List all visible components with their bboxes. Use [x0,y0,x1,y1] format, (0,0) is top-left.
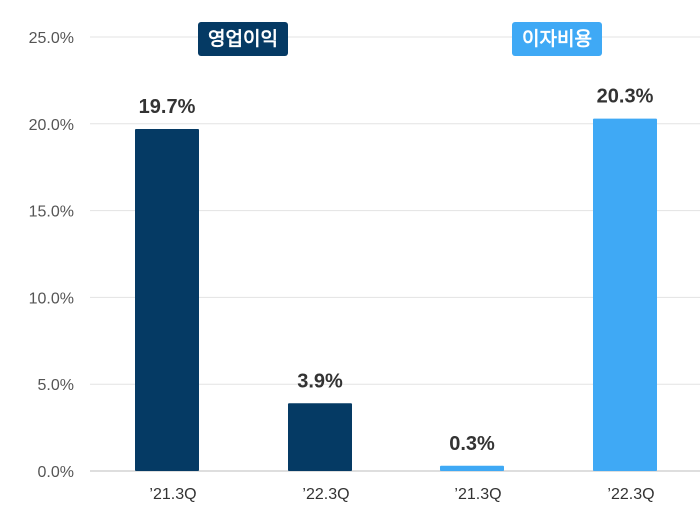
y-tick-label: 10.0% [29,290,74,307]
bar [440,465,504,471]
bars [135,118,657,471]
y-axis-ticks: 0.0% 5.0% 10.0% 15.0% 20.0% 25.0% [29,30,74,481]
bar [135,129,199,471]
y-tick-label: 0.0% [38,464,74,481]
y-tick-label: 20.0% [29,117,74,134]
x-tick-label: ’22.3Q [607,486,654,503]
x-tick-label: ’21.3Q [149,486,196,503]
y-tick-label: 15.0% [29,204,74,221]
value-labels: 19.7% 3.9% 0.3% 20.3% [139,86,654,455]
x-axis-ticks: ’21.3Q ’22.3Q ’21.3Q ’22.3Q [149,486,654,503]
bar [593,118,657,471]
bar-value-label: 0.3% [449,433,495,455]
y-tick-label: 5.0% [38,377,74,394]
y-tick-label: 25.0% [29,30,74,47]
bar-value-label: 3.9% [297,370,343,392]
legend-badge-operating-profit: 영업이익 [198,22,288,56]
x-tick-label: ’21.3Q [454,486,501,503]
bar [288,403,352,471]
x-tick-label: ’22.3Q [302,486,349,503]
legend-badge-interest-expense: 이자비용 [512,22,602,56]
bar-value-label: 19.7% [139,96,196,118]
bar-value-label: 20.3% [597,86,654,108]
